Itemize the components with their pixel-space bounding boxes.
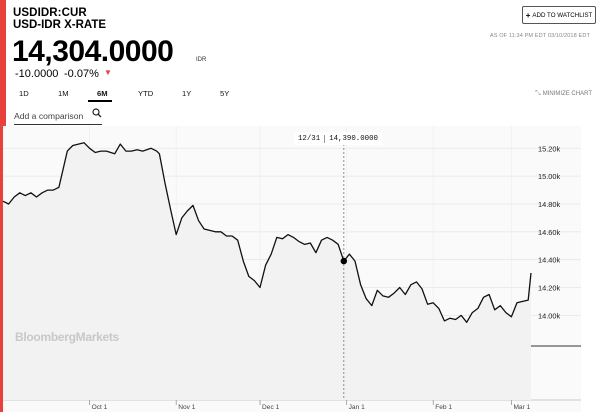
tab-6m[interactable]: 6M	[97, 89, 108, 98]
as-of-timestamp: AS OF 11:34 PM EDT 03/10/2018 EDT	[489, 33, 590, 39]
watchlist-label: ADD TO WATCHLIST	[532, 11, 593, 19]
collapse-icon: ⤡	[535, 90, 541, 97]
price-value: 14,304.0000	[12, 35, 174, 68]
plus-icon: +	[525, 10, 531, 20]
minimize-chart-button[interactable]: ⤡ MINIMIZE CHART	[535, 90, 592, 98]
security-name: USD-IDR X-RATE	[13, 19, 107, 31]
y-tick-label: 14.80k	[538, 200, 560, 209]
y-tick-label: 15.20k	[538, 144, 560, 153]
x-tick-label: Nov 1	[178, 404, 196, 411]
watermark-text: BloombergMarkets	[15, 330, 119, 344]
tab-1d[interactable]: 1D	[19, 89, 29, 98]
cursor-value: 14,390.0000	[329, 134, 378, 143]
x-tick-label: Oct 1	[92, 404, 108, 411]
chart-svg: 15.20k 15.00k 14.80k 14.60k 14.40k 14.20k 14.0…	[2, 126, 581, 412]
price-change-percent: -0.07%	[64, 68, 99, 80]
x-tick-label: Dec 1	[262, 404, 280, 411]
active-tab-indicator	[88, 100, 112, 102]
comparison-search	[14, 106, 102, 125]
down-arrow-icon: ▼	[104, 68, 112, 77]
y-tick-label: 15.00k	[538, 172, 560, 181]
x-tick-label: Feb 1	[435, 404, 452, 411]
price-change: -10.0000	[15, 68, 59, 80]
y-tick-label: 14.00k	[538, 311, 560, 320]
tab-ytd[interactable]: YTD	[138, 89, 154, 98]
ticker-symbol: USDIDR:CUR	[13, 7, 87, 19]
x-tick-label: Mar 1	[513, 404, 530, 411]
cursor-tooltip: 12/31 14,390.0000	[294, 132, 382, 145]
y-tick-label: 14.20k	[538, 284, 560, 293]
tab-1m[interactable]: 1M	[58, 89, 69, 98]
series-line	[2, 142, 532, 323]
tab-5y[interactable]: 5Y	[220, 89, 230, 98]
currency-label: IDR	[196, 57, 207, 63]
y-tick-label: 14.40k	[538, 256, 560, 265]
add-to-watchlist-button[interactable]: + ADD TO WATCHLIST	[522, 6, 596, 24]
tab-1y[interactable]: 1Y	[182, 89, 192, 98]
cursor-date: 12/31	[294, 134, 326, 143]
search-icon[interactable]	[92, 108, 102, 118]
y-tick-label: 14.60k	[538, 228, 560, 237]
price-chart[interactable]: 15.20k 15.00k 14.80k 14.60k 14.40k 14.20k 14.0…	[0, 126, 600, 412]
chart-area	[3, 142, 531, 400]
x-tick-label: Jan 1	[349, 404, 365, 411]
cursor-dot	[340, 257, 348, 265]
comparison-input[interactable]	[14, 107, 92, 125]
minimize-label: MINIMIZE CHART	[542, 91, 592, 97]
